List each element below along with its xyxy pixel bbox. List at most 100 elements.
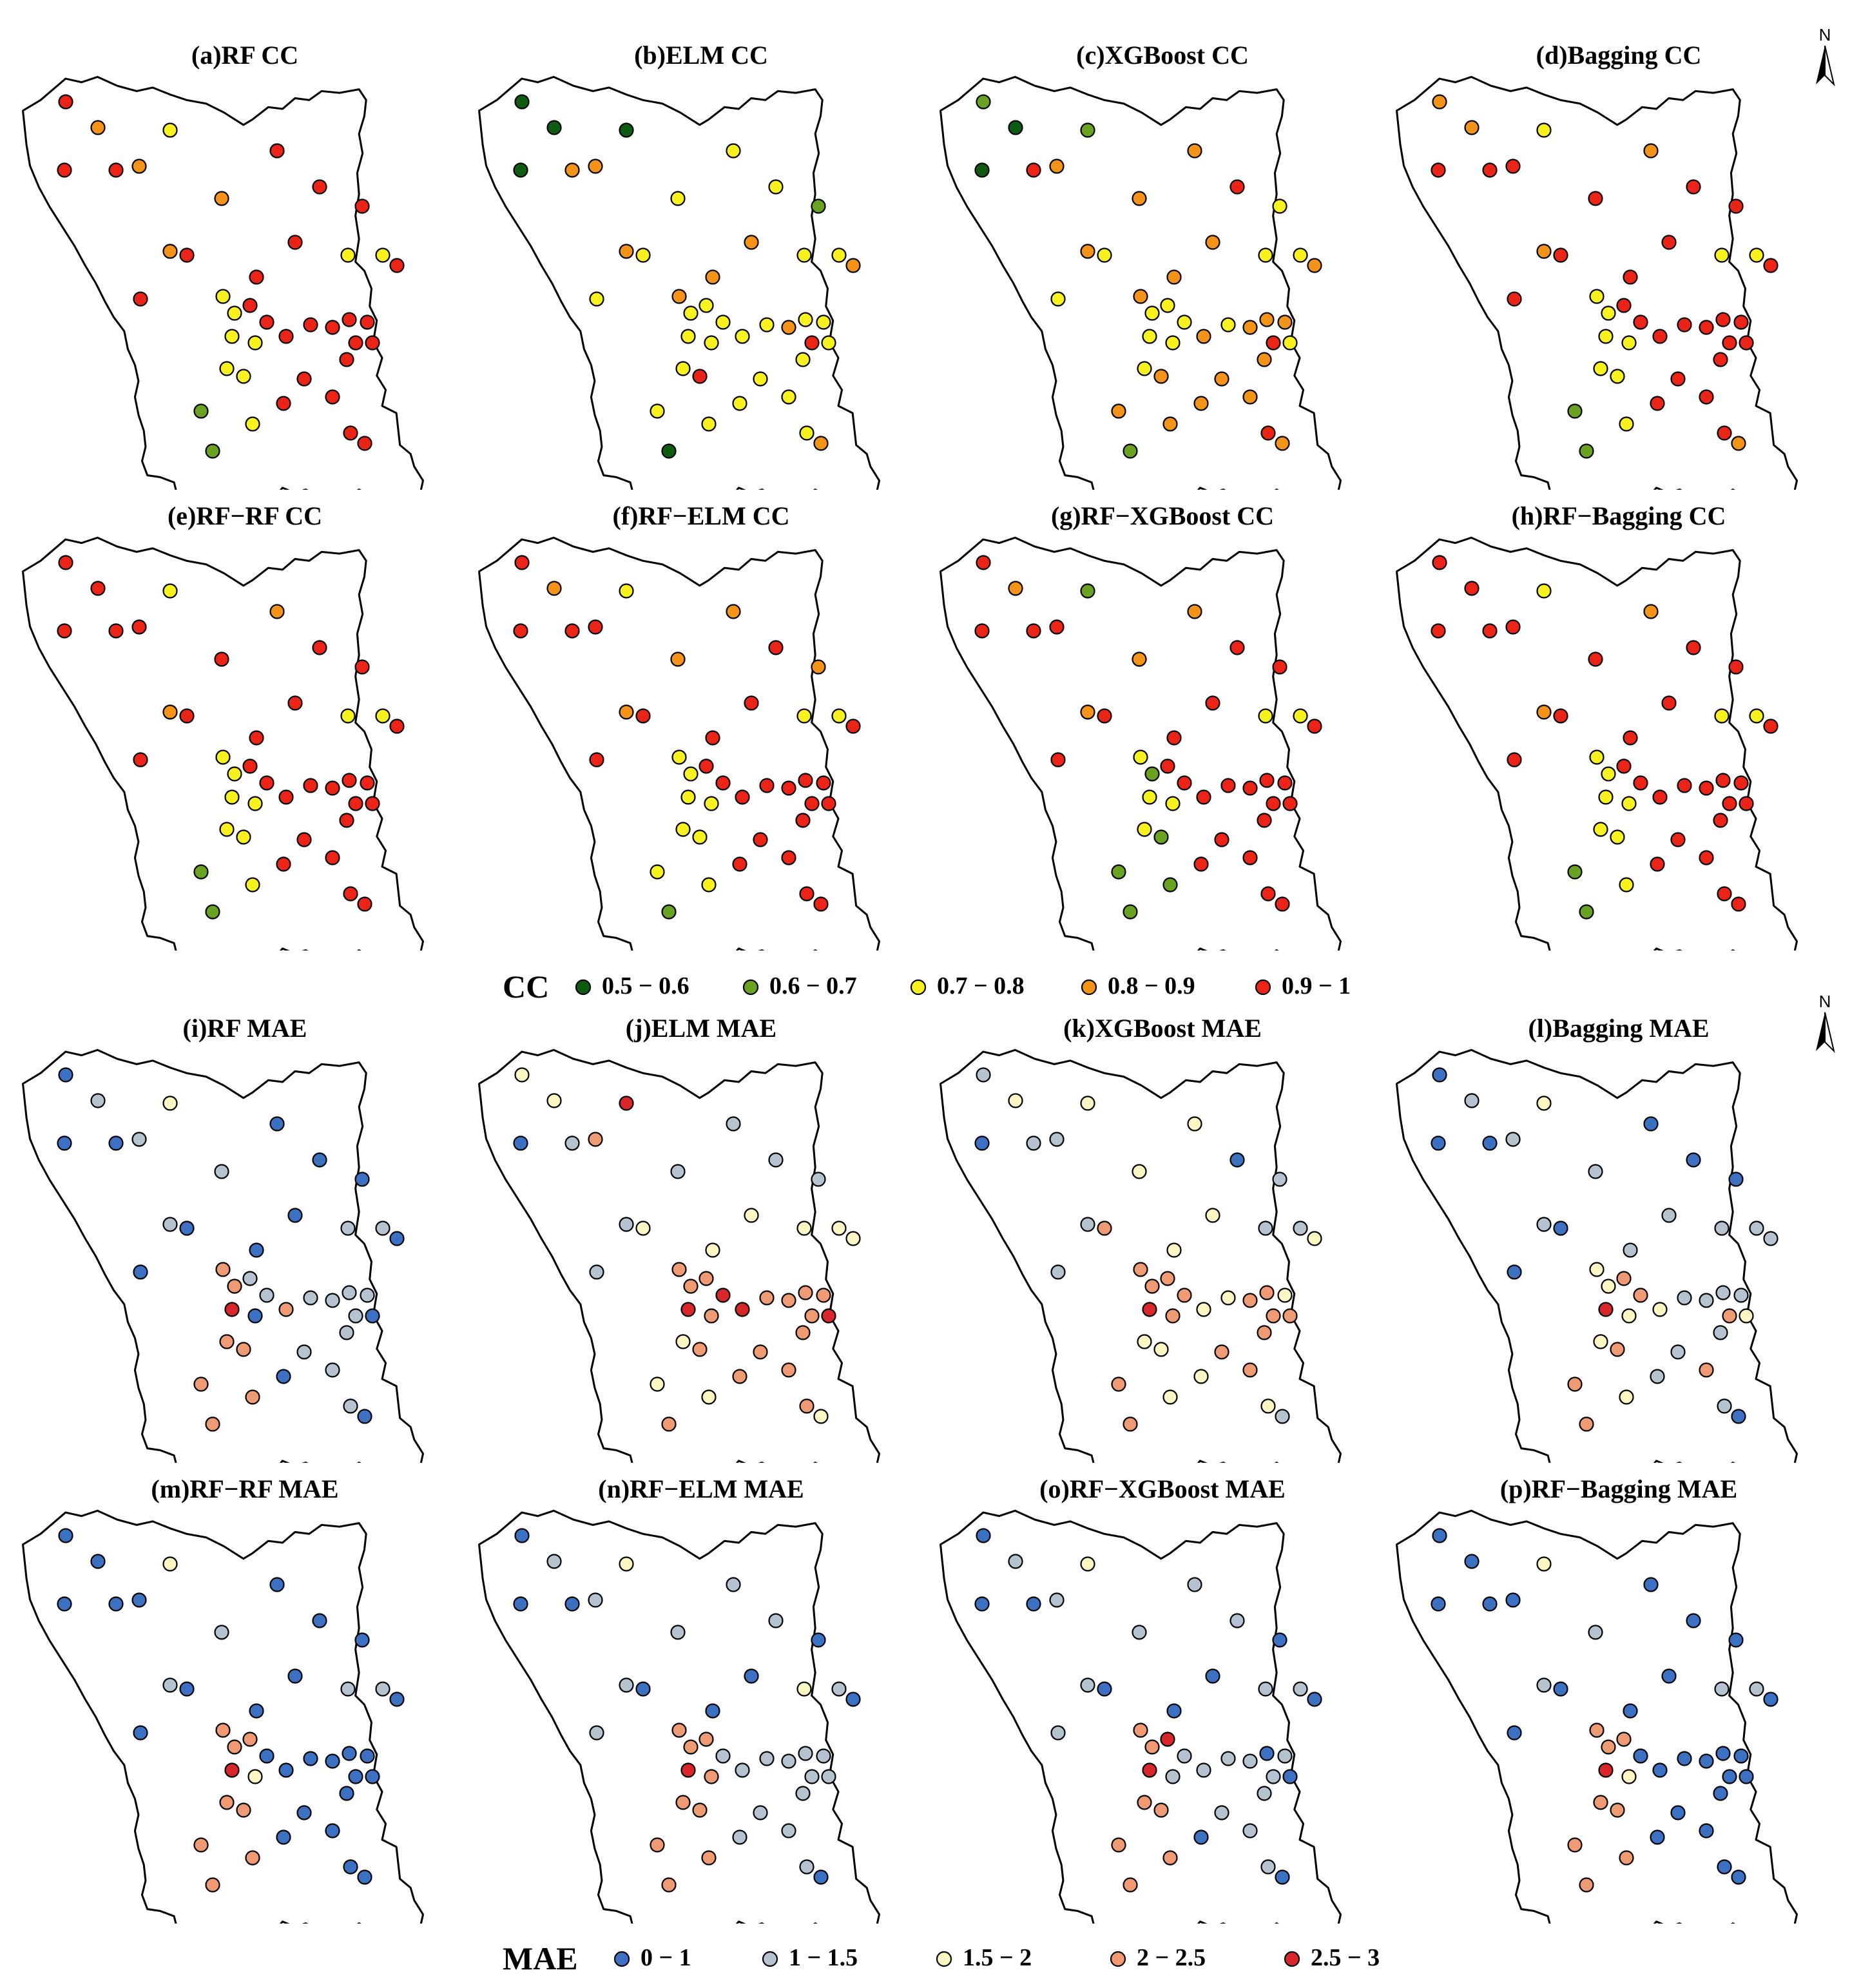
station-marker <box>726 143 741 159</box>
station-marker <box>1739 796 1754 811</box>
station-marker <box>701 1389 717 1405</box>
station-marker <box>635 1681 651 1697</box>
station-marker <box>1258 708 1273 724</box>
station-marker <box>701 416 717 432</box>
station-marker <box>1160 298 1175 313</box>
station-marker <box>1049 159 1065 174</box>
station-marker <box>1123 1877 1138 1893</box>
legend-swatch <box>1255 979 1271 996</box>
station-marker <box>1739 1308 1754 1324</box>
station-marker <box>1257 1786 1272 1801</box>
station-marker <box>1266 335 1281 351</box>
station-marker <box>1623 1703 1638 1719</box>
station-marker <box>1293 708 1308 724</box>
station-marker <box>1080 122 1095 138</box>
station-marker <box>1699 1293 1714 1308</box>
station-marker <box>193 1837 209 1853</box>
station-marker <box>671 1723 687 1738</box>
station-marker <box>798 312 813 327</box>
station-marker <box>1601 1739 1616 1755</box>
station-marker <box>811 659 826 675</box>
station-marker <box>1229 1613 1245 1628</box>
station-marker <box>131 159 147 174</box>
station-marker <box>1728 1172 1744 1187</box>
station-marker <box>1275 1409 1290 1424</box>
station-marker <box>1153 1802 1169 1818</box>
station-marker <box>1713 813 1728 828</box>
station-marker <box>296 832 312 847</box>
station-marker <box>1196 789 1211 805</box>
station-marker <box>1598 1762 1614 1778</box>
station-marker <box>1260 425 1276 441</box>
station-marker <box>1133 289 1148 304</box>
station-marker <box>1026 1135 1041 1151</box>
station-marker <box>1242 1362 1258 1378</box>
station-marker <box>1137 1795 1152 1810</box>
station-marker <box>798 1285 813 1300</box>
station-marker <box>1643 1577 1659 1592</box>
station-marker <box>813 1409 829 1424</box>
station-marker <box>1661 1668 1677 1684</box>
station-marker <box>1715 1746 1731 1761</box>
station-marker <box>671 749 687 765</box>
station-marker <box>1266 1769 1281 1784</box>
station-marker <box>205 1416 220 1432</box>
north-label: N <box>1818 992 1831 1011</box>
north-arrow-mae: N <box>1812 992 1838 1054</box>
station-marker <box>1111 403 1126 419</box>
legend-label: 2.5 − 3 <box>1311 1944 1380 1971</box>
station-marker <box>675 822 691 837</box>
station-marker <box>58 1528 73 1543</box>
station-marker <box>1579 1416 1594 1432</box>
station-marker <box>813 436 829 451</box>
station-marker <box>1080 244 1095 259</box>
station-marker <box>1677 1290 1692 1306</box>
station-marker <box>247 796 263 811</box>
station-marker <box>781 320 796 335</box>
station-marker <box>236 369 251 384</box>
station-marker <box>735 789 750 805</box>
station-marker <box>589 1264 604 1280</box>
station-marker <box>214 1164 229 1179</box>
station-marker <box>287 235 303 250</box>
station-marker <box>1432 555 1447 570</box>
station-marker <box>1205 695 1220 711</box>
station-marker <box>768 1613 784 1628</box>
station-marker <box>1282 796 1298 811</box>
station-marker <box>389 1692 405 1707</box>
station-marker <box>219 361 235 376</box>
station-marker <box>1162 1389 1178 1405</box>
station-marker <box>375 708 390 724</box>
station-marker <box>249 1703 264 1719</box>
station-marker <box>278 1302 294 1317</box>
station-marker <box>1650 856 1665 872</box>
station-marker <box>269 1116 285 1132</box>
station-marker <box>514 94 530 110</box>
station-marker <box>831 247 847 263</box>
station-marker <box>513 162 528 178</box>
station-marker <box>1229 640 1245 655</box>
station-marker <box>821 1769 836 1784</box>
station-marker <box>1633 1748 1648 1764</box>
station-marker <box>692 1342 708 1357</box>
station-marker <box>1431 162 1446 178</box>
station-marker <box>57 1135 72 1151</box>
station-marker <box>1728 659 1744 675</box>
station-marker <box>365 796 380 811</box>
station-marker <box>1749 1681 1764 1697</box>
station-marker <box>354 1172 370 1187</box>
station-marker <box>1652 329 1668 344</box>
station-marker <box>1137 361 1152 376</box>
station-marker <box>1579 1877 1594 1893</box>
station-marker <box>1507 752 1522 767</box>
station-marker <box>1097 1221 1112 1236</box>
station-marker <box>1259 1746 1275 1761</box>
station-marker <box>1598 789 1614 805</box>
station-marker <box>589 752 604 767</box>
station-marker <box>692 1802 708 1818</box>
station-marker <box>90 120 106 135</box>
station-marker <box>312 1152 327 1168</box>
map-o <box>940 1509 1342 1924</box>
station-marker <box>1242 850 1258 865</box>
region-boundary <box>1396 75 1798 490</box>
